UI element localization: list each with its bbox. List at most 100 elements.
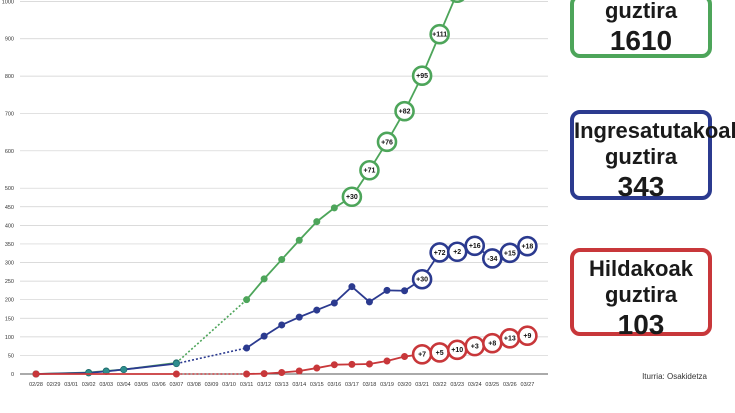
total-cases-label: guztira: [604, 0, 678, 23]
data-point: [295, 313, 303, 321]
y-tick-label: 150: [5, 316, 14, 322]
hospitalized-box: Ingresatutakoak guztira 343: [570, 110, 735, 202]
badge-label: +76: [381, 139, 393, 146]
y-tick-label: 500: [5, 186, 14, 192]
badge-circle: [376, 131, 398, 153]
data-point: [348, 360, 356, 368]
x-tick-label: 03/14: [292, 382, 306, 388]
x-tick-label: 03/02: [82, 382, 96, 388]
badge-label: +30: [346, 194, 358, 201]
data-point: [172, 370, 180, 378]
series-segment: [281, 239, 300, 261]
data-point: [260, 370, 268, 378]
badge-label: +72: [434, 250, 446, 257]
badge-label: +82: [399, 109, 411, 116]
hospitalized-number: 343: [617, 171, 665, 202]
x-tick-label: 03/17: [345, 382, 359, 388]
series-segment: [333, 286, 353, 304]
x-tick-label: 03/13: [275, 382, 289, 388]
series-segment: [123, 362, 177, 371]
data-point: [383, 286, 391, 294]
series-segment: [176, 347, 247, 365]
data-point: [278, 321, 286, 329]
y-tick-label: 900: [5, 37, 14, 43]
badge-label: +7: [418, 352, 426, 359]
badge-label: +18: [521, 244, 533, 251]
x-tick-label: 03/08: [187, 382, 201, 388]
badge-label: -34: [487, 256, 497, 263]
data-point: [295, 236, 303, 244]
badge-label: +5: [436, 350, 444, 357]
x-tick-label: 03/03: [99, 382, 113, 388]
badge-circle: [517, 325, 538, 347]
source-note: Iturria: Osakidetza: [642, 372, 707, 381]
data-point: [278, 256, 286, 264]
badge-circle: [499, 242, 521, 264]
x-tick-label: 02/28: [29, 382, 43, 388]
badge-label: +16: [469, 243, 481, 250]
x-tick-label: 03/18: [363, 382, 377, 388]
data-point: [383, 357, 391, 365]
badge-label: +10: [451, 347, 463, 354]
series-2: +7 +5 +10 +3 +8 +13 +9: [32, 325, 538, 378]
y-tick-label: 300: [5, 261, 14, 267]
x-tick-label: 03/04: [117, 382, 131, 388]
y-tick-label: 100: [5, 335, 14, 341]
y-tick-label: 700: [5, 111, 14, 117]
y-tick-label: 350: [5, 242, 14, 248]
data-point: [32, 370, 40, 378]
data-point: [85, 369, 93, 377]
x-tick-label: 03/01: [64, 382, 78, 388]
series-segment: [351, 285, 371, 303]
badge-circle: [429, 23, 450, 45]
y-tick-label: 0: [11, 372, 14, 378]
x-tick-label: 03/19: [380, 382, 394, 388]
data-point: [330, 204, 338, 212]
x-tick-label: 03/12: [257, 382, 271, 388]
y-tick-label: 200: [5, 298, 14, 304]
y-tick-label: 1000: [2, 0, 14, 5]
total-cases-number: 1610: [609, 25, 673, 56]
x-tick-label: 03/27: [521, 382, 535, 388]
y-tick-label: 400: [5, 223, 14, 229]
x-tick-label: 03/06: [152, 382, 166, 388]
series-segment: [263, 258, 283, 280]
series-segment: [245, 278, 265, 301]
series-segment: [298, 221, 318, 241]
x-tick-label: 03/25: [485, 382, 499, 388]
series-segment: [246, 335, 265, 349]
badge-label: +3: [471, 344, 479, 351]
x-tick-label: 02/29: [47, 382, 61, 388]
badge-circle: [517, 235, 538, 257]
x-tick-label: 03/24: [468, 382, 482, 388]
data-point: [330, 299, 338, 307]
data-point: [243, 344, 251, 352]
badge-circle: [411, 268, 433, 290]
x-tick-label: 03/16: [327, 382, 341, 388]
data-point: [401, 353, 409, 361]
series-1: +30 +72 +2 +16 -34 +15 +18: [32, 235, 538, 378]
badge-circle: [449, 0, 465, 4]
x-tick-label: 03/05: [134, 382, 148, 388]
x-tick-label: 03/11: [240, 382, 253, 388]
data-point: [260, 332, 268, 340]
data-point: [278, 369, 286, 377]
y-tick-label: 50: [8, 353, 14, 359]
series-0: +30+71+76+82+95+111+111: [32, 0, 465, 378]
badge-label: +15: [504, 250, 516, 257]
x-tick-label: 03/10: [222, 382, 236, 388]
y-tick-label: 250: [5, 279, 14, 285]
badge-label: +95: [416, 73, 428, 80]
total-cases-box: guztira 1610: [570, 0, 712, 58]
x-tick-label: 03/09: [205, 382, 219, 388]
series-segment: [175, 299, 248, 364]
data-point: [313, 218, 321, 226]
x-tick-label: 03/26: [503, 382, 517, 388]
badge-circle: [411, 65, 433, 87]
badge-label: +13: [504, 336, 516, 343]
data-point: [295, 367, 303, 375]
data-point: [120, 366, 128, 374]
badge-label: +30: [416, 277, 428, 284]
x-tick-label: 03/21: [415, 382, 429, 388]
